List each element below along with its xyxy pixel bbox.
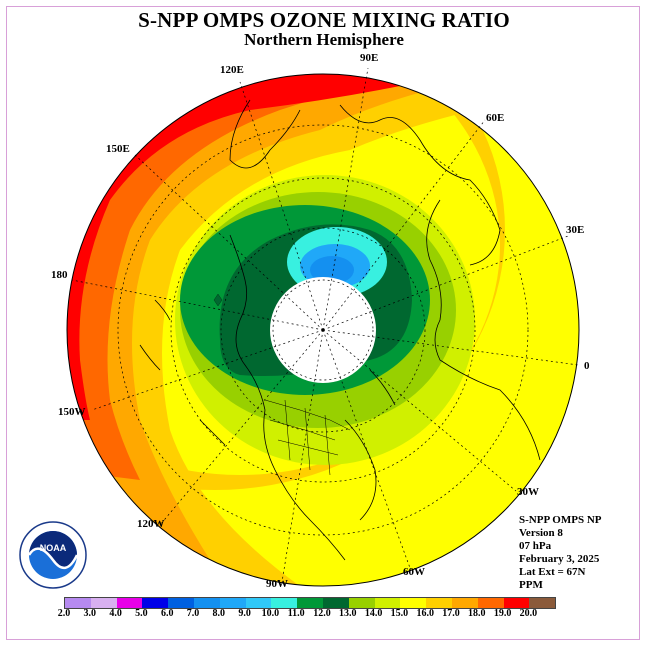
colorbar-tick-label: 19.0 [493,608,512,619]
colorbar-tick-label: 14.0 [364,608,383,619]
date-label: February 3, 2025 [519,553,600,565]
lon-label-120e: 120E [220,64,244,76]
lon-label-60e: 60E [486,112,505,124]
colorbar-swatch [451,598,478,608]
colorbar-tick-label: 8.0 [212,608,226,619]
colorbar-tick-label: 12.0 [313,608,331,619]
colorbar-swatch [503,598,530,608]
lon-label-90w: 90W [266,578,288,590]
map-info-block: S-NPP OMPS NP Version 8 07 hPa February … [519,514,602,592]
ozone-contour-island [213,293,223,307]
colorbar-swatch [529,598,556,608]
colorbar-tick-label: 6.0 [160,608,174,619]
colorbar-swatch [90,598,117,608]
colorbar-tick-label: 10.0 [261,608,280,619]
colorbar-tick-label: 3.0 [83,608,97,619]
colorbar-swatch [297,598,323,608]
colorbar-tick-label: 13.0 [339,608,357,619]
latitude-gridlines [117,124,529,536]
colorbar-ticks: 2.0 3.0 4.0 5.0 6.0 7.0 8.0 9.0 10.0 11.0 12.0 13.0… [50,608,610,622]
lon-label-30w: 30W [517,486,539,498]
map-boundary [66,73,580,587]
lon-label-90e: 90E [360,52,379,64]
colorbar-swatch [374,598,401,608]
colorbar-tick-label: 18.0 [468,608,486,619]
lon-label-180: 180 [51,269,68,281]
colorbar-tick-label: 11.0 [287,608,305,619]
colorbar-tick-label: 2.0 [57,608,71,619]
lon-label-150e: 150E [106,143,130,155]
map-subtitle: Northern Hemisphere [244,30,404,49]
colorbar-tick-label: 20.0 [519,608,538,619]
colorbar-swatch [142,598,169,608]
colorbar-swatch [426,598,452,608]
lat-ext-label: Lat Ext = 67N [519,566,586,578]
colorbar-swatch [322,598,349,608]
units-label: PPM [519,579,543,591]
colorbar-swatch [219,598,246,608]
colorbar-tick-label: 16.0 [416,608,434,619]
colorbar-swatch [116,598,143,608]
colorbar-tick-label: 9.0 [238,608,251,619]
colorbar [64,597,557,609]
colorbar-swatch [193,598,220,608]
country-borders [264,399,351,476]
colorbar-swatch [245,598,272,608]
coastlines [139,99,541,561]
colorbar-swatch [348,598,375,608]
colorbar-swatch [65,598,91,608]
map-frame [6,6,640,640]
noaa-logo: NOAA [19,521,87,589]
lon-label-150w: 150W [58,406,86,418]
colorbar-swatch [168,598,194,608]
version-label: Version 8 [519,527,563,539]
lon-label-120w: 120W [137,518,165,530]
lon-label-0: 0 [584,360,590,372]
noaa-logo-text: NOAA [40,543,67,553]
colorbar-tick-label: 15.0 [390,608,409,619]
colorbar-swatch [271,598,298,608]
map-title: S-NPP OMPS OZONE MIXING RATIO [138,8,510,32]
colorbar-tick-label: 17.0 [442,608,460,619]
colorbar-tick-label: 7.0 [186,608,200,619]
colorbar-swatch [477,598,504,608]
lon-label-60w: 60W [403,566,425,578]
pressure-level-label: 07 hPa [519,540,552,552]
colorbar-tick-label: 5.0 [135,608,148,619]
lon-label-30e: 30E [566,224,585,236]
instrument-label: S-NPP OMPS NP [519,514,602,526]
colorbar-swatch [400,598,427,608]
colorbar-tick-label: 4.0 [109,608,122,619]
